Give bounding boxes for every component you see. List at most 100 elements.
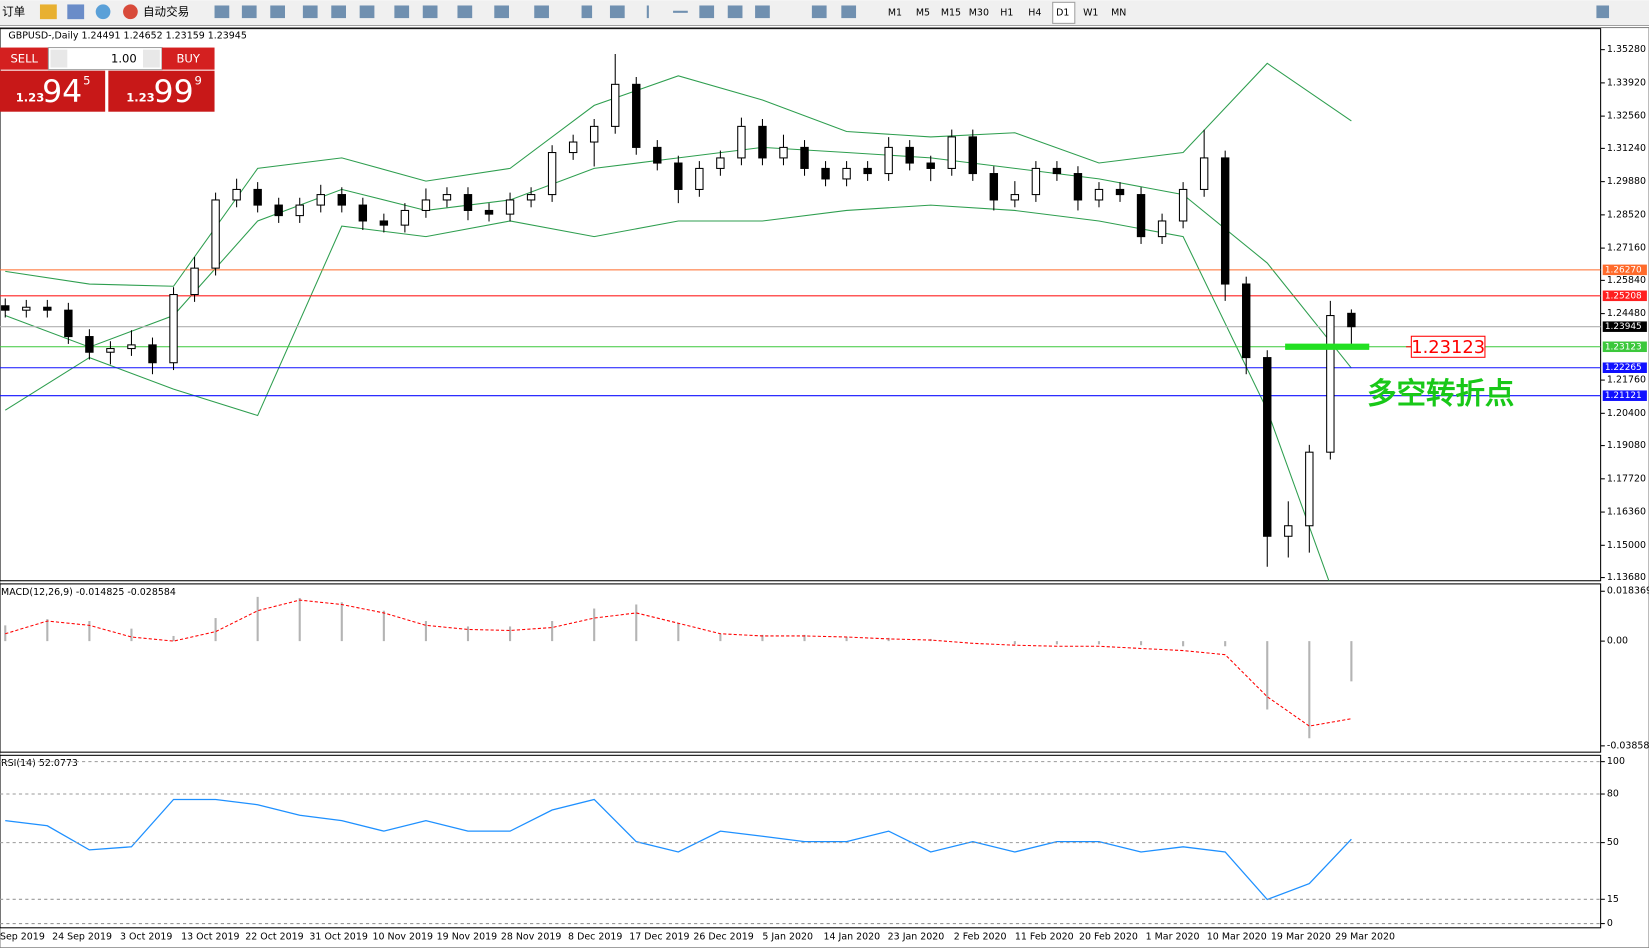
- timeframe-button[interactable]: W1: [1083, 7, 1098, 18]
- icon[interactable]: [331, 5, 346, 19]
- y-tick-label: 1.19080: [1607, 440, 1646, 451]
- macd-panel: [0, 583, 1602, 753]
- rsi-panel: [0, 754, 1602, 929]
- level-label: 1.22265: [1605, 363, 1642, 373]
- pivot-box: [1410, 335, 1486, 358]
- icon[interactable]: [394, 5, 410, 19]
- timeframe-button[interactable]: M30: [969, 7, 989, 18]
- icon[interactable]: [755, 5, 770, 19]
- sell-button[interactable]: [0, 47, 49, 70]
- search-icon[interactable]: [1596, 5, 1610, 19]
- candle-body: [758, 125, 767, 159]
- timeframe-button[interactable]: M15: [941, 7, 961, 18]
- icon[interactable]: [241, 5, 257, 19]
- icon[interactable]: [95, 4, 111, 20]
- candle-body: [1115, 188, 1125, 196]
- candle-body: [127, 344, 136, 350]
- pivot-price: 1.23123: [1411, 337, 1485, 358]
- buy-label[interactable]: BUY: [177, 52, 201, 66]
- timeframe-button[interactable]: M1: [888, 7, 902, 18]
- timeframe-button[interactable]: H1: [1000, 7, 1013, 18]
- x-tick-label: 5 Sep 2019: [0, 932, 45, 943]
- x-tick-label: 10 Nov 2019: [373, 932, 434, 943]
- tool-icons: [214, 5, 1610, 19]
- icon[interactable]: [727, 5, 743, 19]
- y-tick-label: 1.24480: [1607, 308, 1646, 319]
- timeframe-button[interactable]: H4: [1028, 7, 1041, 18]
- autotrade-button[interactable]: 自动交易: [143, 4, 189, 18]
- level-tag: [1602, 341, 1647, 353]
- candle-body: [1326, 315, 1335, 453]
- candle-body: [632, 83, 641, 148]
- bid-box[interactable]: [0, 70, 106, 112]
- icon[interactable]: [534, 5, 549, 19]
- icon[interactable]: [699, 5, 715, 19]
- candle-body: [1010, 194, 1020, 201]
- icon[interactable]: [422, 5, 438, 19]
- ask-box[interactable]: [108, 70, 215, 112]
- candle-body: [842, 167, 851, 180]
- ask-big: 1.23: [126, 91, 155, 105]
- lot-up[interactable]: [143, 49, 160, 68]
- timeframe-button[interactable]: M5: [916, 7, 930, 18]
- candle-body: [968, 136, 977, 175]
- candle-body: [148, 344, 157, 364]
- icon[interactable]: [673, 10, 688, 13]
- candle-body: [716, 157, 725, 169]
- icon[interactable]: [67, 4, 85, 20]
- candle-body: [737, 125, 746, 159]
- y-tick-label: 1.21760: [1607, 375, 1646, 386]
- icon[interactable]: [39, 4, 57, 20]
- candle-body: [611, 83, 620, 127]
- candle-body: [821, 167, 830, 180]
- sell-label[interactable]: SELL: [10, 52, 38, 66]
- candle-body: [484, 209, 494, 215]
- candle-body: [442, 194, 452, 201]
- y-tick-label: 1.27160: [1607, 243, 1646, 254]
- y-tick-label: 15: [1607, 894, 1619, 905]
- x-tick-label: 11 Feb 2020: [1015, 932, 1074, 943]
- autotrade-icon[interactable]: [123, 4, 138, 20]
- timeframe-button[interactable]: MN: [1111, 7, 1126, 18]
- icon[interactable]: [609, 5, 625, 19]
- x-tick-label: 24 Sep 2019: [52, 932, 112, 943]
- candle-body: [1178, 188, 1188, 222]
- icon[interactable]: [811, 5, 827, 19]
- candle-body: [1220, 157, 1230, 285]
- icon[interactable]: [494, 5, 510, 19]
- x-tick-label: 13 Oct 2019: [181, 932, 239, 943]
- icon[interactable]: [214, 5, 230, 19]
- icon[interactable]: [270, 5, 285, 19]
- icon[interactable]: [457, 5, 473, 19]
- candle-body: [695, 167, 704, 190]
- x-tick-label: 8 Dec 2019: [568, 932, 622, 943]
- icon[interactable]: [359, 5, 375, 19]
- candle-body: [1, 305, 10, 311]
- x-tick-label: 23 Jan 2020: [888, 932, 945, 943]
- x-tick-label: 10 Mar 2020: [1207, 932, 1267, 943]
- rsi-line: [5, 798, 1352, 901]
- timeframe-button[interactable]: D1: [1056, 7, 1069, 18]
- lot-value[interactable]: 1.00: [111, 52, 137, 66]
- icon[interactable]: [581, 5, 593, 19]
- candle-body: [863, 167, 872, 175]
- y-tick-label: 100: [1607, 756, 1625, 767]
- y-tick-label: 1.17720: [1607, 473, 1646, 484]
- lot-down[interactable]: [50, 49, 68, 68]
- icon[interactable]: [841, 5, 857, 19]
- icon[interactable]: [302, 5, 318, 19]
- x-tick-label: 20 Feb 2020: [1079, 932, 1138, 943]
- x-tick-label: 1 Mar 2020: [1146, 932, 1200, 943]
- main-plot: [0, 54, 1601, 581]
- candle-body: [1136, 194, 1146, 238]
- trade-panel: SELL 1.00 BUY 1.23 94 5 1.23 99 9: [0, 47, 215, 112]
- candle-body: [106, 348, 115, 353]
- buy-button[interactable]: [161, 47, 215, 70]
- y-tick-label: 1.32560: [1607, 111, 1646, 122]
- chart-frame: [0, 27, 1649, 948]
- order-button[interactable]: 订单: [2, 4, 25, 18]
- candle-body: [169, 294, 178, 364]
- icon[interactable]: [646, 5, 649, 19]
- level-tag: [1602, 264, 1647, 276]
- ask-main: 99: [154, 74, 194, 110]
